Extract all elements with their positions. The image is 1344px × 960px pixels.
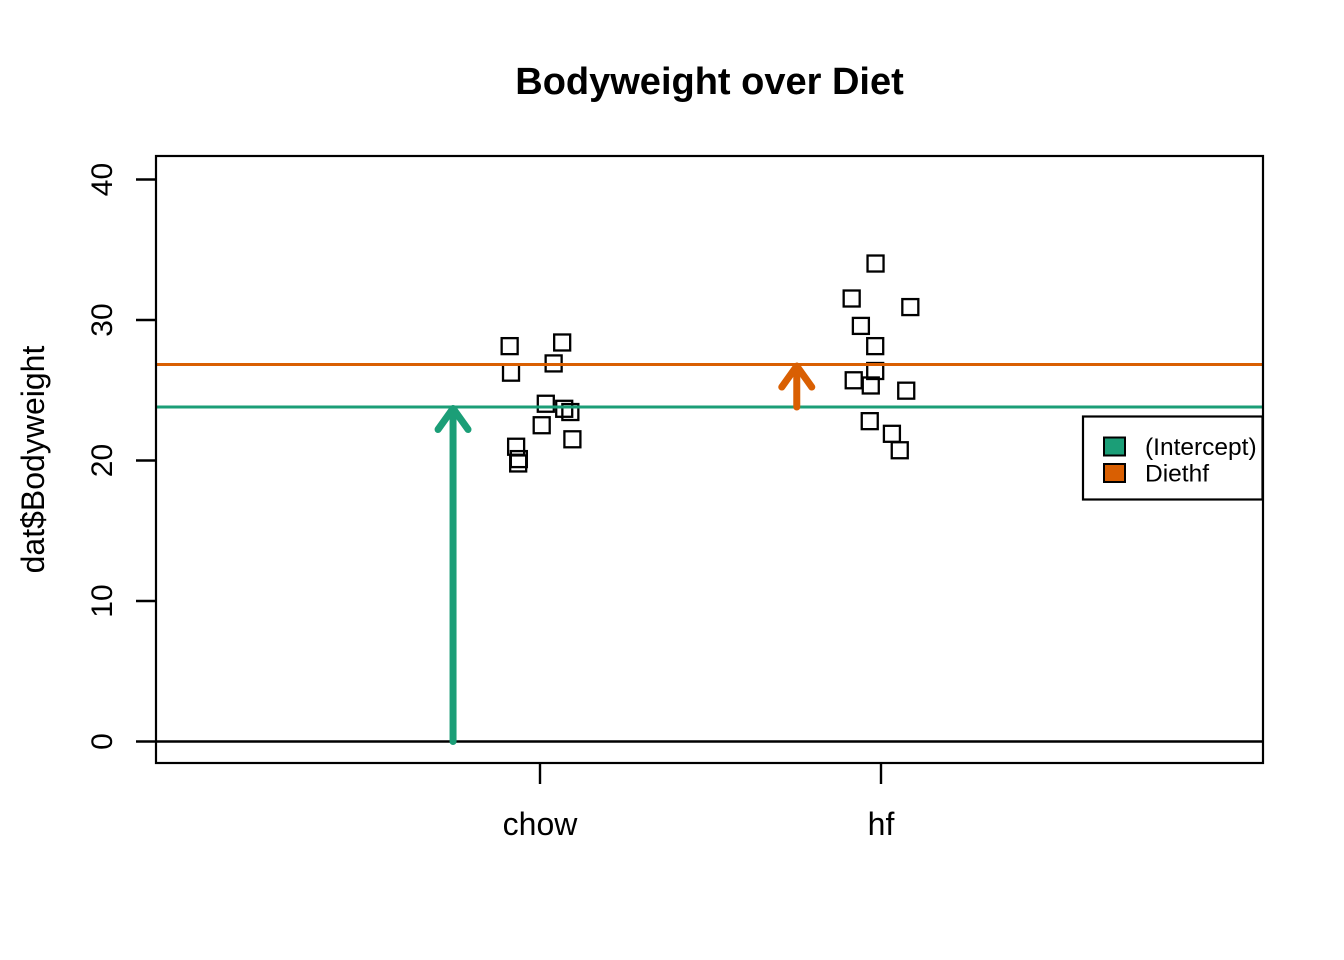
data-point (860, 412, 879, 431)
data-point (861, 376, 880, 395)
data-point (844, 371, 863, 390)
x-tick-label: chow (503, 806, 579, 842)
y-tick-label: 40 (86, 163, 119, 196)
diethf-arrow-head (778, 362, 816, 391)
legend-label: (Intercept) (1145, 434, 1257, 461)
data-point (866, 361, 885, 381)
x-tick-label: hf (868, 806, 895, 842)
data-point (536, 394, 555, 413)
data-point (866, 254, 885, 273)
effect-arrows (434, 362, 816, 745)
intercept-arrow-head (434, 404, 472, 433)
intercept-arrow (434, 404, 472, 745)
legend-box (1081, 415, 1264, 501)
data-point (532, 416, 551, 435)
data-point (555, 399, 574, 418)
data-point (561, 402, 580, 422)
data-point (553, 333, 572, 352)
diethf-arrow (778, 362, 816, 411)
data-point (897, 381, 916, 400)
data-point (890, 441, 909, 460)
reference-lines (156, 363, 1263, 743)
y-axis: 0 10 20 30 40 (86, 163, 156, 750)
y-tick-label: 30 (86, 303, 119, 336)
data-point (866, 336, 885, 356)
y-tick-label: 20 (86, 444, 119, 477)
data-point (851, 316, 871, 336)
data-point (901, 297, 920, 317)
data-point (506, 437, 526, 456)
data-point (842, 289, 861, 308)
data-point (509, 449, 529, 469)
legend: (Intercept)Diethf (1081, 415, 1264, 501)
x-axis: chow hf (503, 763, 895, 842)
legend-swatch (1103, 436, 1126, 457)
data-point (509, 454, 528, 473)
data-point (500, 336, 519, 356)
legend-label: Diethf (1145, 461, 1209, 488)
y-axis-label: dat$Bodyweight (15, 346, 51, 574)
data-point (501, 363, 521, 382)
y-tick-label: 10 (86, 584, 119, 617)
legend-swatch (1103, 463, 1126, 483)
y-tick-label: 0 (86, 733, 119, 750)
data-point (882, 424, 902, 443)
data-point (563, 430, 582, 449)
chart-title: Bodyweight over Diet (515, 61, 904, 103)
